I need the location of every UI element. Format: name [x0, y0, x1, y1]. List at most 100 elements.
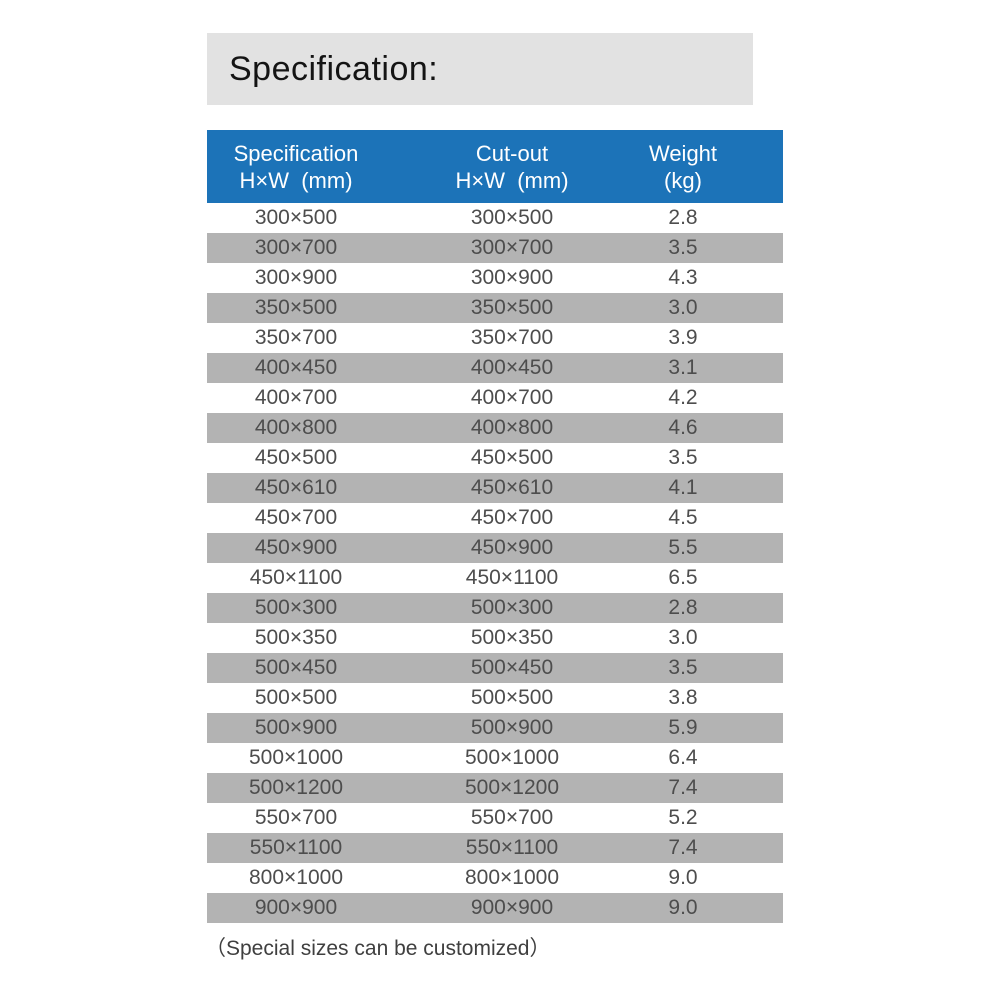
cutout-cell: 400×700 [470, 386, 554, 409]
cutout-cell: 800×1000 [464, 866, 560, 889]
cutout-cell: 900×900 [470, 896, 554, 919]
cutout-cell: 450×900 [470, 536, 554, 559]
spec-cell: 500×1000 [248, 746, 344, 769]
cutout-cell: 550×1100 [465, 836, 559, 859]
spec-cell: 450×610 [254, 476, 338, 499]
cutout-cell: 500×900 [470, 716, 554, 739]
cutout-cell: 450×500 [470, 446, 554, 469]
cutout-cell: 350×700 [470, 326, 554, 349]
weight-cell: 5.5 [668, 536, 698, 559]
spec-cell: 450×1100 [249, 566, 343, 589]
weight-cell: 7.4 [668, 776, 698, 799]
spec-cell: 350×700 [254, 326, 338, 349]
weight-cell: 2.8 [668, 596, 698, 619]
cutout-cell: 500×450 [470, 656, 554, 679]
table-row: 550×1100 550×1100 7.4 [207, 833, 783, 863]
weight-cell: 9.0 [668, 896, 698, 919]
table-row: 350×500 350×500 3.0 [207, 293, 783, 323]
weight-cell: 3.5 [668, 236, 698, 259]
cutout-cell: 450×1100 [465, 566, 559, 589]
spec-cell: 550×700 [254, 806, 338, 829]
table-row: 800×1000 800×1000 9.0 [207, 863, 783, 893]
table-row: 450×1100 450×1100 6.5 [207, 563, 783, 593]
spec-cell: 500×350 [254, 626, 338, 649]
table-row: 450×900 450×900 5.5 [207, 533, 783, 563]
table-row: 400×450 400×450 3.1 [207, 353, 783, 383]
weight-cell: 2.8 [668, 206, 698, 229]
cutout-cell: 500×500 [470, 686, 554, 709]
table-row: 450×610 450×610 4.1 [207, 473, 783, 503]
weight-cell: 7.4 [668, 836, 698, 859]
table-row: 550×700 550×700 5.2 [207, 803, 783, 833]
spec-cell: 900×900 [254, 896, 338, 919]
weight-cell: 5.9 [668, 716, 698, 739]
spec-cell: 800×1000 [248, 866, 344, 889]
spec-cell: 450×500 [254, 446, 338, 469]
spec-cell: 450×900 [254, 536, 338, 559]
weight-cell: 4.2 [668, 386, 698, 409]
cutout-cell: 500×1200 [464, 776, 560, 799]
table-row: 300×900 300×900 4.3 [207, 263, 783, 293]
page-title: Specification: [229, 49, 439, 88]
cutout-cell: 500×350 [470, 626, 554, 649]
table-row: 500×900 500×900 5.9 [207, 713, 783, 743]
table-row: 500×500 500×500 3.8 [207, 683, 783, 713]
footer-note: （Special sizes can be customized） [205, 937, 551, 960]
weight-cell: 3.8 [668, 686, 698, 709]
weight-cell: 6.4 [668, 746, 698, 769]
table-row: 300×500 300×500 2.8 [207, 203, 783, 233]
cutout-cell: 400×800 [470, 416, 554, 439]
cutout-cell: 300×500 [470, 206, 554, 229]
cutout-cell: 450×610 [470, 476, 554, 499]
spec-cell: 550×1100 [249, 836, 343, 859]
table-row: 450×700 450×700 4.5 [207, 503, 783, 533]
cutout-cell: 300×700 [470, 236, 554, 259]
table-row: 350×700 350×700 3.9 [207, 323, 783, 353]
table-row: 500×350 500×350 3.0 [207, 623, 783, 653]
weight-cell: 3.9 [668, 326, 698, 349]
table-body: 300×500 300×500 2.8 300×700 300×700 3.5 300×90… [207, 203, 783, 923]
cutout-cell: 400×450 [470, 356, 554, 379]
spec-cell: 450×700 [254, 506, 338, 529]
spec-cell: 500×500 [254, 686, 338, 709]
table-row: 400×800 400×800 4.6 [207, 413, 783, 443]
weight-cell: 4.3 [668, 266, 698, 289]
table-row: 300×700 300×700 3.5 [207, 233, 783, 263]
table-row: 450×500 450×500 3.5 [207, 443, 783, 473]
spec-cell: 500×300 [254, 596, 338, 619]
weight-cell: 3.1 [668, 356, 698, 379]
spec-cell: 300×900 [254, 266, 338, 289]
table-header-row: Specification H×W (mm) Cut-out H×W (mm) … [207, 130, 783, 203]
column-header-cutout: Cut-out H×W (mm) [455, 140, 569, 193]
table-row: 500×450 500×450 3.5 [207, 653, 783, 683]
spec-cell: 350×500 [254, 296, 338, 319]
cutout-cell: 550×700 [470, 806, 554, 829]
spec-cell: 500×1200 [248, 776, 344, 799]
cutout-cell: 350×500 [470, 296, 554, 319]
weight-cell: 4.1 [668, 476, 698, 499]
weight-cell: 4.5 [668, 506, 698, 529]
spec-cell: 300×700 [254, 236, 338, 259]
title-banner: Specification: [207, 33, 753, 105]
table-row: 900×900 900×900 9.0 [207, 893, 783, 923]
table-row: 500×1000 500×1000 6.4 [207, 743, 783, 773]
weight-cell: 5.2 [668, 806, 698, 829]
cutout-cell: 500×300 [470, 596, 554, 619]
cutout-cell: 500×1000 [464, 746, 560, 769]
column-header-specification: Specification H×W (mm) [233, 140, 359, 193]
cutout-cell: 450×700 [470, 506, 554, 529]
specification-table: Specification H×W (mm) Cut-out H×W (mm) … [207, 130, 783, 923]
weight-cell: 4.6 [668, 416, 698, 439]
spec-cell: 400×800 [254, 416, 338, 439]
spec-cell: 500×450 [254, 656, 338, 679]
column-header-weight: Weight (kg) [648, 140, 718, 193]
table-row: 500×1200 500×1200 7.4 [207, 773, 783, 803]
cutout-cell: 300×900 [470, 266, 554, 289]
weight-cell: 9.0 [668, 866, 698, 889]
table-row: 400×700 400×700 4.2 [207, 383, 783, 413]
weight-cell: 3.5 [668, 656, 698, 679]
spec-cell: 300×500 [254, 206, 338, 229]
spec-cell: 500×900 [254, 716, 338, 739]
weight-cell: 3.0 [668, 626, 698, 649]
